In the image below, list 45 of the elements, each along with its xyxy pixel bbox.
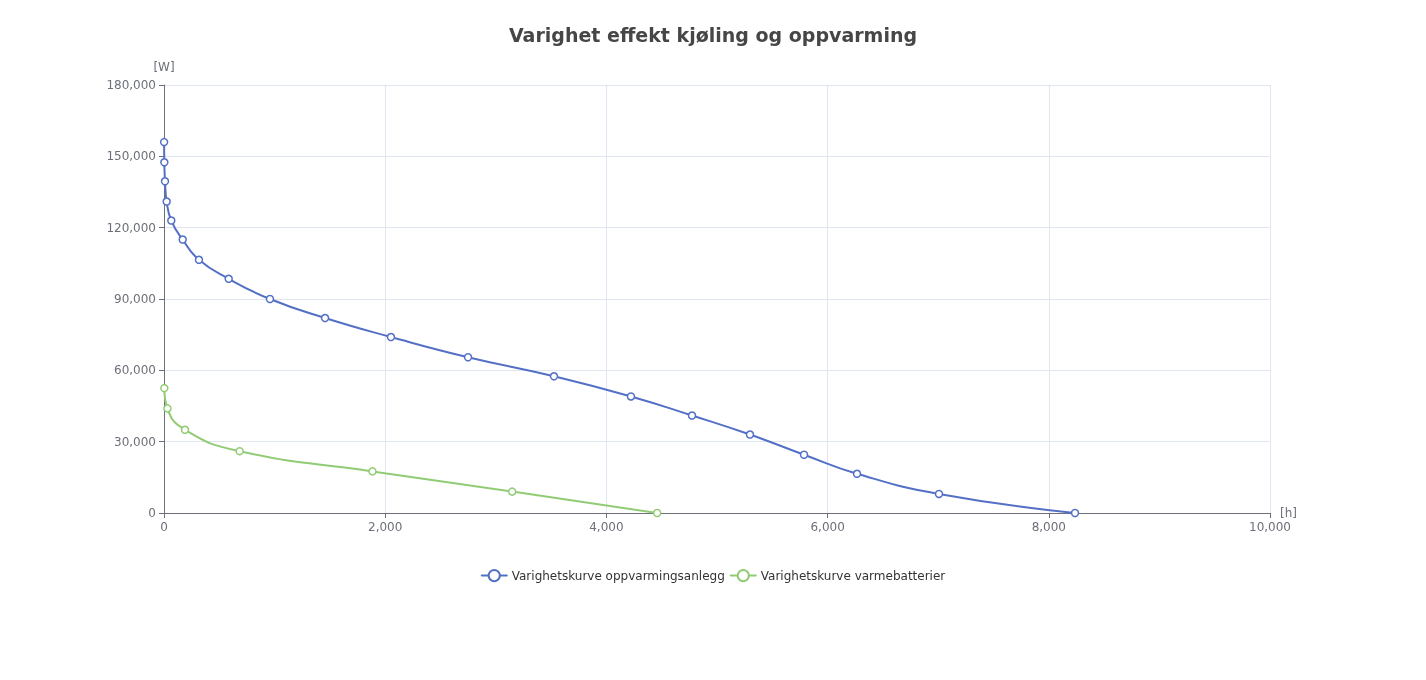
point (386, 332, 396, 342)
point (1070, 508, 1080, 518)
point (235, 446, 244, 456)
x-tick-label: 8,000 (1031, 520, 1066, 534)
point (745, 430, 755, 439)
point (265, 294, 275, 304)
x-tick-label: 10,000 (1249, 520, 1291, 534)
chart-title: Varighet effekt kjøling og oppvarming (508, 23, 918, 46)
point (160, 158, 169, 167)
y-tick-label: 90,000 (114, 292, 156, 306)
point (852, 469, 862, 479)
point (160, 383, 169, 393)
x-tick-label: 4,000 (589, 520, 624, 534)
point (799, 450, 809, 459)
point (159, 137, 169, 147)
point (934, 489, 944, 499)
legend-label: Varighetskurve varmebatterier (760, 568, 946, 583)
point (224, 274, 233, 284)
point (160, 177, 170, 186)
point (320, 313, 330, 323)
legend-label: Varighetskurve oppvarmingsanlegg (511, 568, 725, 583)
point (178, 235, 187, 244)
point (194, 255, 204, 265)
x-tick-label: 6,000 (810, 520, 845, 534)
y-tick-label: 0 (148, 506, 156, 520)
y-tick-label: 120,000 (106, 220, 156, 235)
point (507, 487, 517, 496)
point (180, 425, 190, 435)
point (652, 508, 662, 518)
point (167, 216, 176, 225)
x-tick-label: 0 (160, 520, 168, 534)
y-tick-label: 180,000 (106, 78, 156, 92)
y-axis-title: [W] (153, 60, 175, 74)
point (162, 197, 171, 206)
x-tick-label: 2,000 (368, 520, 403, 534)
point (626, 392, 636, 401)
x-axis-title: [h] (1280, 506, 1297, 520)
point (368, 467, 377, 476)
point (163, 404, 172, 413)
point (687, 411, 697, 420)
point (463, 353, 473, 362)
y-tick-label: 60,000 (114, 363, 156, 378)
y-tick-label: 30,000 (114, 434, 156, 449)
point (549, 372, 559, 381)
y-tick-label: 150,000 (106, 149, 156, 164)
